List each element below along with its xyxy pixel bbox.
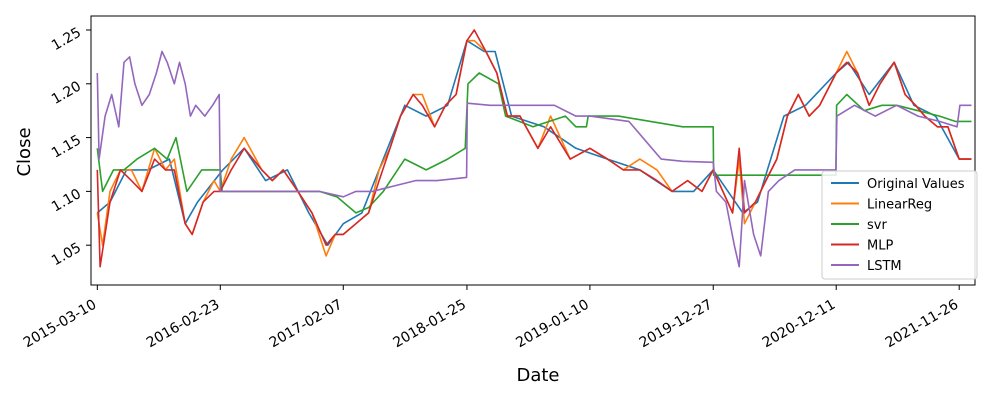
legend-label: Original Values: [867, 177, 965, 192]
legend-label: LSTM: [867, 259, 902, 274]
y-axis-title: Close: [14, 127, 35, 176]
legend-box: [821, 170, 978, 280]
x-tick-label: 2021-11-26: [883, 297, 962, 352]
x-axis: 2015-03-10 2016-02-23 2017-02-07 2018-01-25…: [21, 285, 961, 351]
y-tick-label: 1.25: [49, 25, 84, 54]
x-tick-label: 2019-01-10: [513, 297, 591, 352]
y-tick-label: 1.15: [49, 132, 84, 161]
y-tick-label: 1.20: [49, 78, 84, 107]
legend-label: svr: [867, 218, 887, 233]
x-tick-label: 2018-01-25: [390, 297, 468, 352]
x-tick-label: 2015-03-10: [21, 297, 99, 352]
series-line-lstm: [96, 50, 972, 268]
x-tick-label: 2020-12-11: [760, 297, 838, 352]
x-tick-label: 2017-02-07: [267, 297, 345, 352]
y-tick-label: 1.05: [49, 240, 84, 269]
x-axis-title: Date: [516, 365, 559, 386]
plot-frame: [90, 15, 976, 286]
y-axis: 1.05 1.10 1.15 1.20 1.25: [49, 25, 91, 269]
series-layer: [96, 29, 972, 268]
series-line-mlp: [96, 29, 972, 268]
legend-label: MLP: [867, 239, 893, 254]
x-tick-label: 2016-02-23: [144, 297, 222, 352]
x-tick-label: 2019-12-27: [637, 297, 715, 352]
legend-label: LinearReg: [867, 198, 932, 213]
legend: Original Values LinearReg svr MLP LSTM: [821, 170, 978, 280]
y-tick-label: 1.10: [49, 186, 84, 215]
